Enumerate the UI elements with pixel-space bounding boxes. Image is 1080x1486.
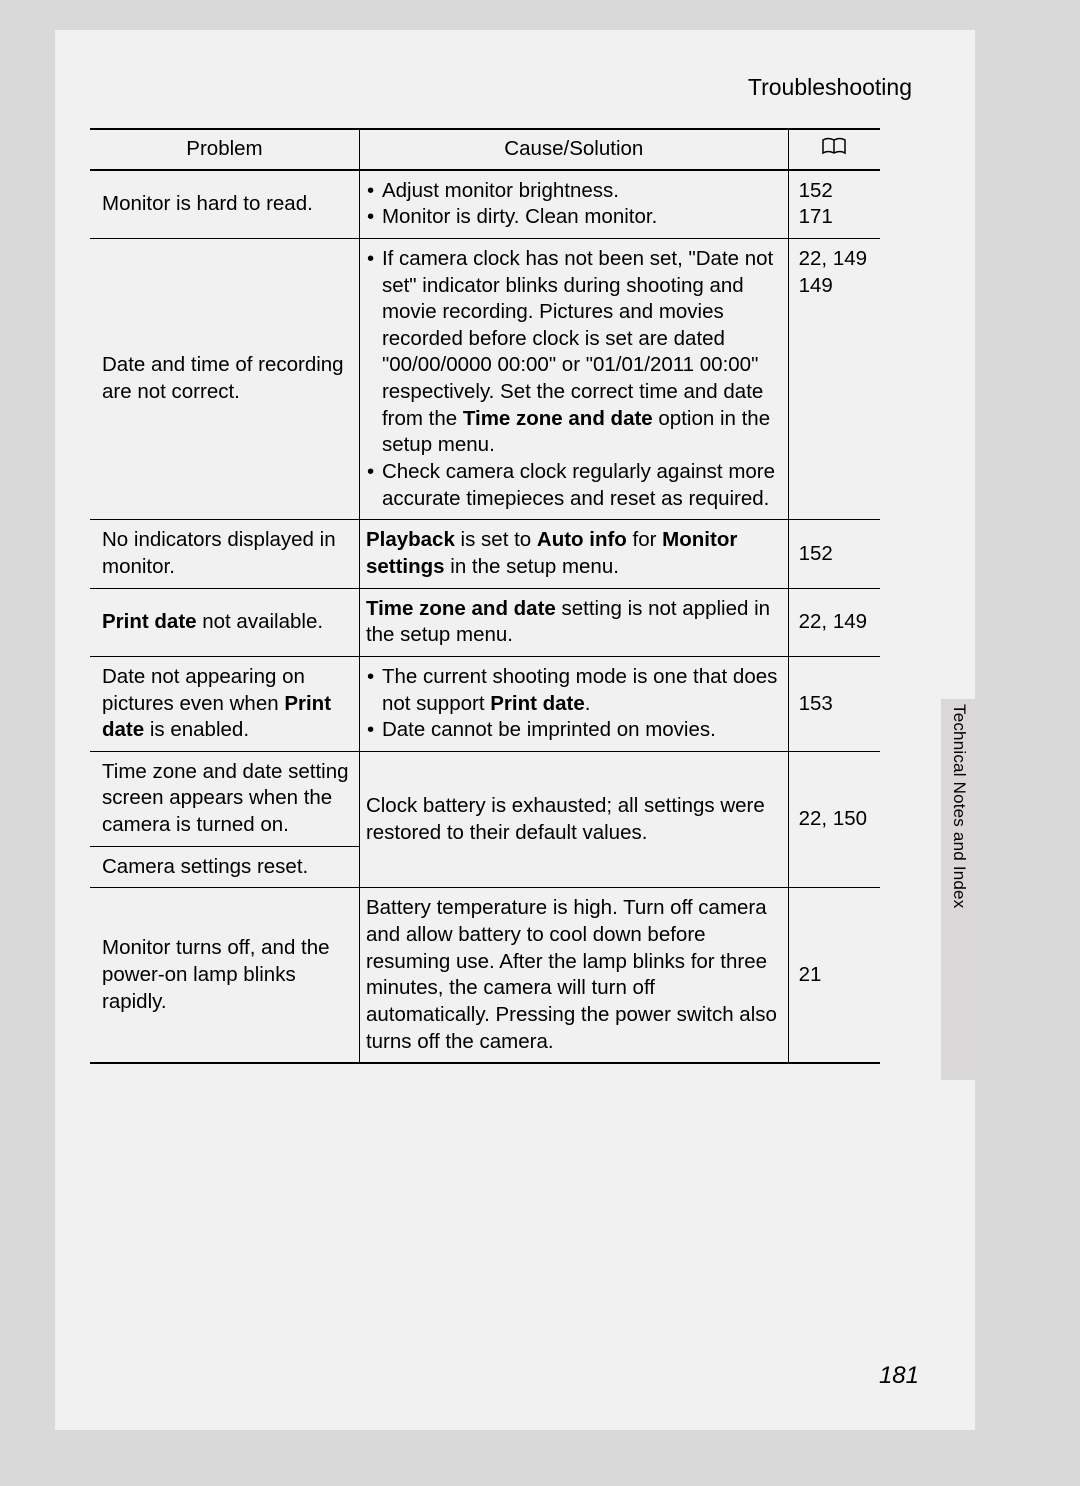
cause-item: Monitor is dirty. Clean monitor. bbox=[382, 204, 782, 231]
cause-cell: Time zone and date setting is not applie… bbox=[359, 588, 788, 656]
header-problem: Problem bbox=[90, 129, 359, 170]
ref-line: 152 bbox=[799, 178, 874, 205]
problem-cell: No indicators displayed in monitor. bbox=[90, 520, 359, 588]
cause-cell: Battery temperature is high. Turn off ca… bbox=[359, 888, 788, 1063]
table-row: Monitor is hard to read. Adjust monitor … bbox=[90, 170, 880, 239]
cause-item: Adjust monitor brightness. bbox=[382, 178, 782, 205]
reference-cell: 21 bbox=[788, 888, 880, 1063]
table-row: No indicators displayed in monitor. Play… bbox=[90, 520, 880, 588]
header-reference bbox=[788, 129, 880, 170]
problem-cell: Monitor turns off, and the power-on lamp… bbox=[90, 888, 359, 1063]
table-header-row: Problem Cause/Solution bbox=[90, 129, 880, 170]
table-row: Print date not available. Time zone and … bbox=[90, 588, 880, 656]
cause-item: The current shooting mode is one that do… bbox=[382, 664, 782, 717]
cause-cell: Adjust monitor brightness. Monitor is di… bbox=[359, 170, 788, 239]
cause-cell: The current shooting mode is one that do… bbox=[359, 656, 788, 751]
ref-line: 149 bbox=[799, 273, 874, 300]
cause-item: Check camera clock regularly against mor… bbox=[382, 459, 782, 512]
ref-line: 22, 149 bbox=[799, 246, 874, 273]
reference-cell: 22, 150 bbox=[788, 751, 880, 888]
cause-cell: If camera clock has not been set, "Date … bbox=[359, 238, 788, 519]
reference-cell: 153 bbox=[788, 656, 880, 751]
cause-cell: Clock battery is exhausted; all settings… bbox=[359, 751, 788, 888]
section-title: Troubleshooting bbox=[748, 74, 912, 101]
problem-cell: Time zone and date setting screen appear… bbox=[90, 751, 359, 846]
page-number: 181 bbox=[879, 1362, 919, 1390]
cause-item: If camera clock has not been set, "Date … bbox=[382, 246, 782, 459]
header-cause: Cause/Solution bbox=[359, 129, 788, 170]
problem-cell: Camera settings reset. bbox=[90, 846, 359, 888]
reference-cell: 152 bbox=[788, 520, 880, 588]
reference-cell: 152 171 bbox=[788, 170, 880, 239]
book-icon bbox=[821, 137, 847, 155]
problem-cell: Monitor is hard to read. bbox=[90, 170, 359, 239]
reference-cell: 22, 149 bbox=[788, 588, 880, 656]
cause-cell: Playback is set to Auto info for Monitor… bbox=[359, 520, 788, 588]
problem-cell: Date not appearing on pictures even when… bbox=[90, 656, 359, 751]
troubleshooting-table: Problem Cause/Solution Monitor is hard t… bbox=[90, 128, 880, 1064]
side-section-label: Technical Notes and Index bbox=[949, 704, 969, 908]
table-row: Date and time of recording are not corre… bbox=[90, 238, 880, 519]
table-row: Time zone and date setting screen appear… bbox=[90, 751, 880, 846]
reference-cell: 22, 149 149 bbox=[788, 238, 880, 519]
problem-cell: Date and time of recording are not corre… bbox=[90, 238, 359, 519]
table-row: Date not appearing on pictures even when… bbox=[90, 656, 880, 751]
ref-line: 171 bbox=[799, 204, 874, 231]
problem-cell: Print date not available. bbox=[90, 588, 359, 656]
cause-item: Date cannot be imprinted on movies. bbox=[382, 717, 782, 744]
table-row: Monitor turns off, and the power-on lamp… bbox=[90, 888, 880, 1063]
manual-page: Troubleshooting Problem Cause/Solution M… bbox=[55, 30, 975, 1430]
